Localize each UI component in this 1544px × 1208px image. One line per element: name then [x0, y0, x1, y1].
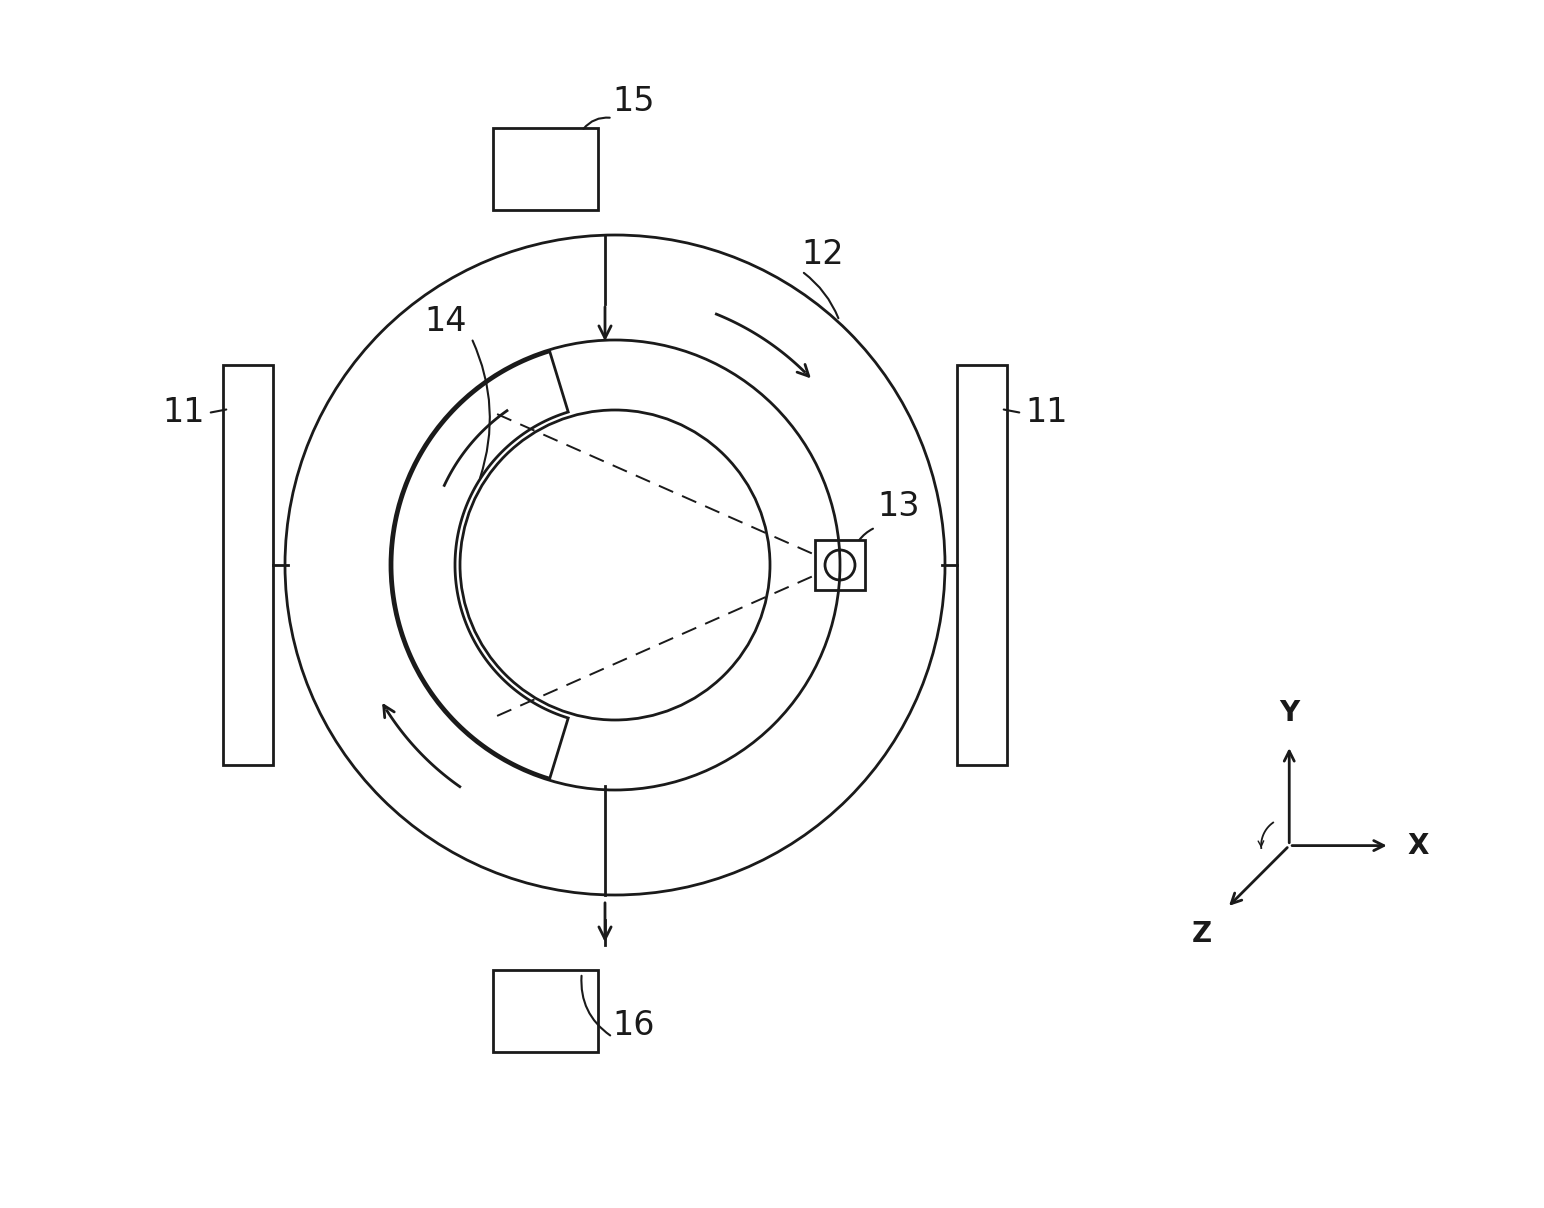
Bar: [815, 540, 865, 590]
Text: Y: Y: [1278, 699, 1300, 727]
Bar: [493, 970, 598, 1052]
Text: 15: 15: [613, 85, 655, 118]
Bar: [222, 365, 273, 765]
Text: 11: 11: [1025, 396, 1067, 430]
Text: X: X: [1408, 831, 1430, 860]
Text: 12: 12: [801, 238, 845, 272]
Text: 14: 14: [425, 304, 466, 338]
Text: 13: 13: [877, 489, 920, 523]
Text: 16: 16: [613, 1009, 655, 1043]
Bar: [493, 128, 598, 210]
Text: 11: 11: [162, 396, 205, 430]
Text: Z: Z: [1192, 919, 1212, 948]
Bar: [957, 365, 1007, 765]
